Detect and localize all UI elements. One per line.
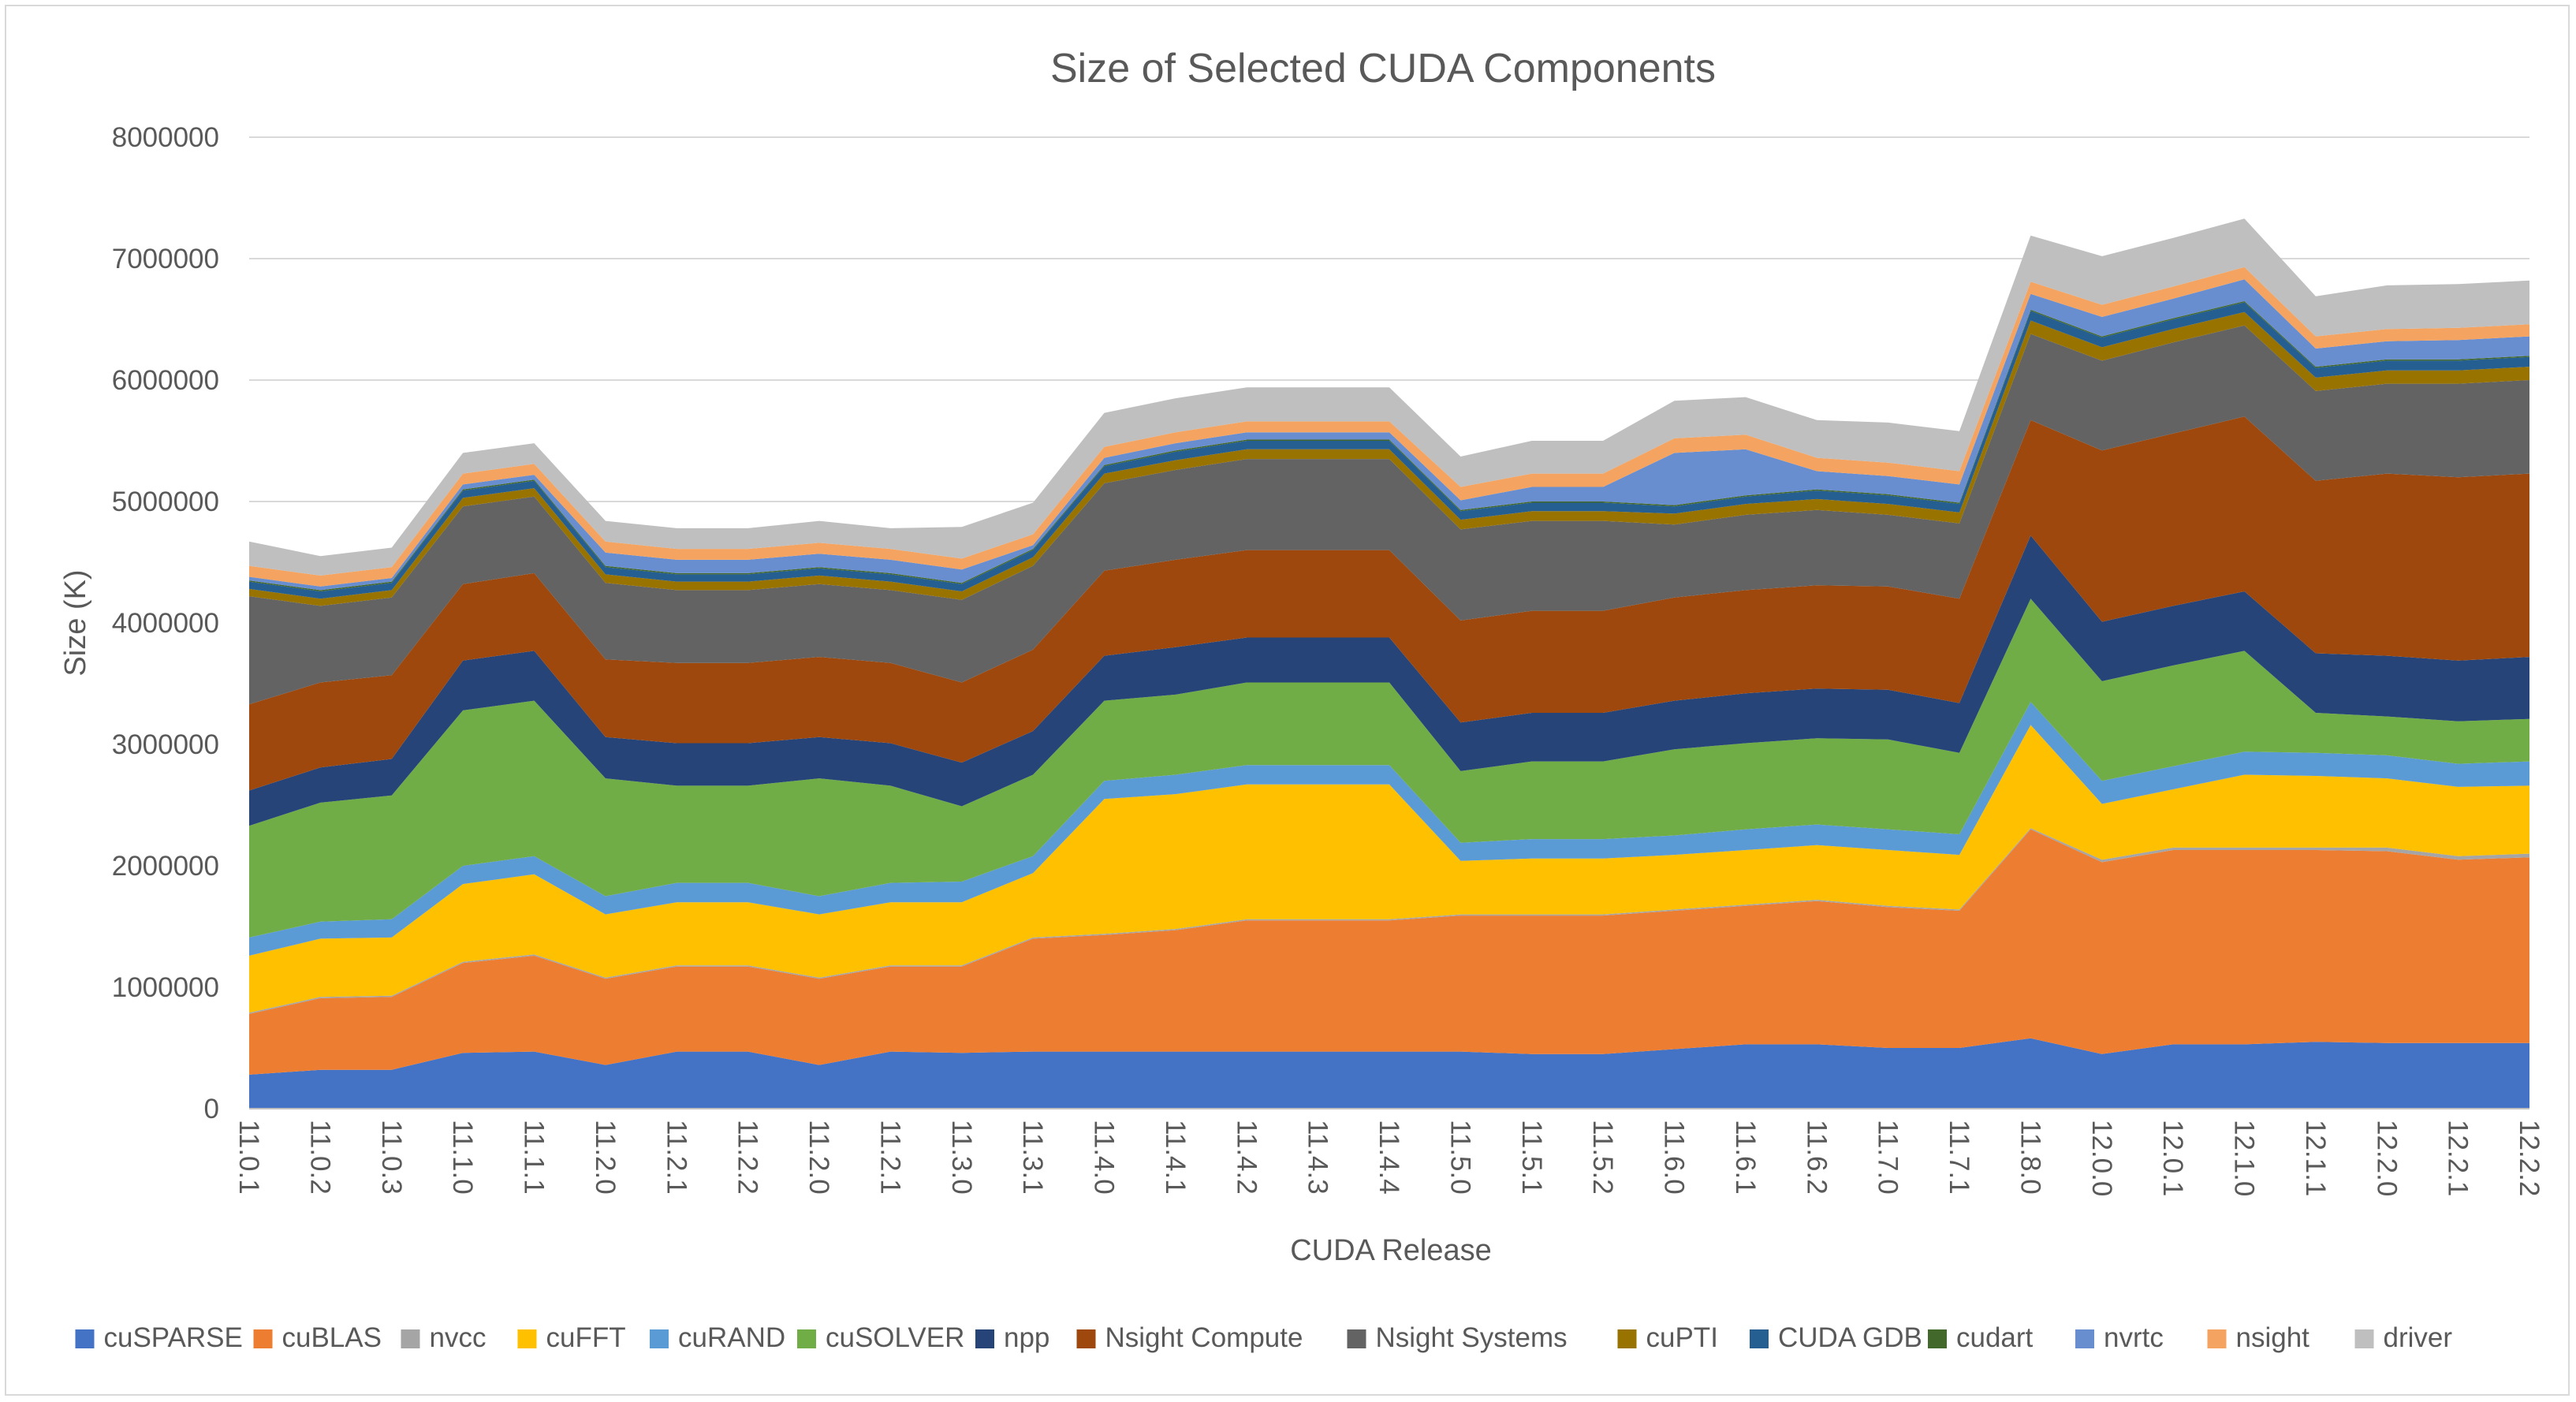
legend-label: cuSOLVER — [826, 1322, 964, 1353]
x-tick-label: 11.2.2 — [733, 1120, 763, 1195]
area-cupti — [249, 311, 2529, 606]
x-tick-label: 11.7.1 — [1944, 1120, 1974, 1195]
area-nsight-compute — [249, 416, 2529, 791]
legend-swatch — [2354, 1329, 2374, 1348]
area-cufft — [249, 725, 2529, 1013]
x-tick-label: 12.2.0 — [2371, 1120, 2402, 1196]
legend-swatch — [253, 1329, 273, 1348]
chart-frame: Size of Selected CUDA Components 0 100000… — [5, 5, 2570, 1396]
x-tick-label: 11.5.1 — [1516, 1120, 1547, 1195]
legend-swatch — [975, 1329, 994, 1348]
x-tick-label: 11.4.0 — [1089, 1120, 1120, 1195]
area-nsight — [249, 267, 2529, 587]
legend-swatch — [650, 1329, 669, 1348]
area-nsight-systems — [249, 325, 2529, 705]
y-tick-label: 0 — [204, 1094, 219, 1124]
legend-swatch — [401, 1329, 420, 1348]
x-tick-label: 11.6.0 — [1659, 1120, 1690, 1195]
legend-label: nvcc — [430, 1322, 486, 1353]
area-cusparse — [249, 1038, 2529, 1109]
x-tick-label: 11.0.1 — [233, 1120, 264, 1195]
x-tick-label: 11.6.1 — [1730, 1120, 1761, 1195]
x-tick-label: 12.1.1 — [2300, 1120, 2331, 1196]
legend-swatch — [1750, 1329, 1769, 1348]
y-tick-label: 7000000 — [112, 244, 219, 274]
legend-swatch — [2207, 1329, 2227, 1348]
x-tick-label: 11.8.0 — [2015, 1120, 2045, 1195]
x-tick-label: 11.0.2 — [304, 1120, 335, 1195]
y-tick-label: 3000000 — [112, 729, 219, 760]
legend-label: nvrtc — [2104, 1322, 2164, 1353]
y-tick-label: 6000000 — [112, 365, 219, 396]
x-tick-labels: 11.0.1 11.0.2 11.0.3 11.1.0 11.1.1 11.2.0 11.2… — [233, 1120, 2544, 1196]
x-tick-label: 11.2.1 — [661, 1120, 692, 1195]
x-tick-label: 11.2.1 — [874, 1120, 905, 1195]
area-nvrtc — [249, 279, 2529, 591]
x-tick-label: 12.1.0 — [2229, 1120, 2260, 1196]
x-tick-label: 12.0.1 — [2157, 1120, 2188, 1196]
y-tick-label: 5000000 — [112, 487, 219, 517]
chart-title: Size of Selected CUDA Components — [1050, 46, 1716, 91]
x-tick-label: 11.5.0 — [1445, 1120, 1475, 1195]
legend-label: cuBLAS — [282, 1322, 382, 1353]
legend-label: cudart — [1956, 1322, 2034, 1353]
legend-label: cuPTI — [1646, 1322, 1718, 1353]
x-axis-title: CUDA Release — [1290, 1234, 1492, 1267]
legend-label: npp — [1004, 1322, 1049, 1353]
legend-label: cuRAND — [678, 1322, 785, 1353]
x-tick-label: 12.2.2 — [2514, 1120, 2544, 1196]
x-tick-label: 11.6.2 — [1801, 1120, 1832, 1195]
y-axis-title: Size (K) — [59, 569, 92, 676]
y-tick-label: 8000000 — [112, 122, 219, 153]
x-tick-label: 11.4.2 — [1231, 1120, 1262, 1195]
legend-swatch — [1076, 1329, 1096, 1348]
stacked-areas — [249, 218, 2529, 1109]
x-tick-label: 11.0.3 — [376, 1120, 407, 1195]
y-tick-labels: 0 1000000 2000000 3000000 4000000 5000000 6000… — [112, 122, 219, 1124]
legend: cuSPARSE cuBLAS nvcc cuFFT cuRAND cuSOLVER npp… — [75, 1322, 2453, 1353]
legend-label: driver — [2384, 1322, 2453, 1353]
legend-swatch — [1928, 1329, 1947, 1348]
x-tick-label: 11.1.1 — [519, 1120, 550, 1195]
x-tick-label: 11.2.0 — [803, 1120, 834, 1195]
x-tick-label: 11.3.0 — [946, 1120, 977, 1195]
x-tick-label: 11.4.1 — [1160, 1120, 1191, 1195]
area-cublas — [249, 829, 2529, 1075]
y-tick-label: 1000000 — [112, 972, 219, 1003]
legend-swatch — [2075, 1329, 2094, 1348]
legend-swatch — [797, 1329, 816, 1348]
legend-swatch — [1347, 1329, 1366, 1348]
y-tick-label: 4000000 — [112, 608, 219, 639]
x-tick-label: 11.7.0 — [1873, 1120, 1903, 1195]
legend-swatch — [75, 1329, 95, 1348]
legend-label: cuFFT — [546, 1322, 626, 1353]
y-tick-label: 2000000 — [112, 851, 219, 882]
legend-label: Nsight Compute — [1105, 1322, 1303, 1353]
legend-label: Nsight Systems — [1376, 1322, 1568, 1353]
x-tick-label: 11.2.0 — [590, 1120, 621, 1195]
legend-label: CUDA GDB — [1778, 1322, 1922, 1353]
x-tick-label: 11.4.3 — [1303, 1120, 1333, 1195]
legend-label: nsight — [2236, 1322, 2310, 1353]
area-cusolver — [249, 598, 2529, 938]
x-tick-label: 11.1.0 — [447, 1120, 478, 1195]
x-tick-label: 11.4.4 — [1374, 1120, 1404, 1195]
legend-swatch — [1617, 1329, 1637, 1348]
x-tick-label: 12.2.1 — [2443, 1120, 2473, 1196]
legend-swatch — [517, 1329, 537, 1348]
x-tick-label: 11.5.2 — [1587, 1120, 1618, 1195]
legend-label: cuSPARSE — [104, 1322, 243, 1353]
x-tick-label: 12.0.0 — [2086, 1120, 2117, 1196]
area-npp — [249, 535, 2529, 826]
area-driver — [249, 218, 2529, 576]
chart-svg: Size of Selected CUDA Components 0 100000… — [59, 46, 2544, 1353]
x-tick-label: 11.3.1 — [1017, 1120, 1048, 1195]
